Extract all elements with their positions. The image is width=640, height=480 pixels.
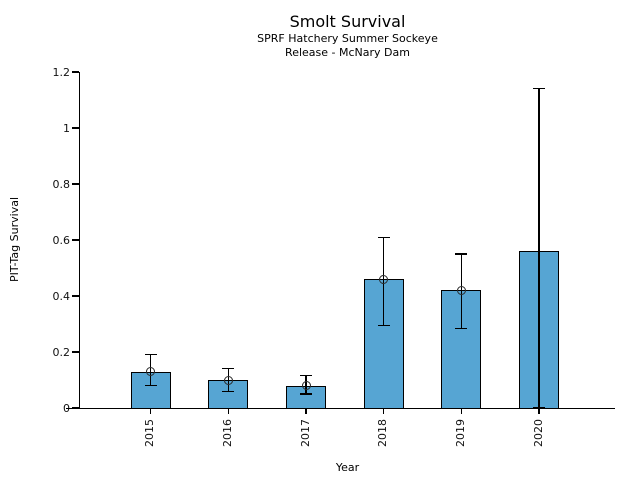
x-axis-tick-label-2020: 2020 (531, 419, 545, 447)
x-axis-tick-label-2019: 2019 (453, 419, 467, 447)
x-axis-spine (66, 408, 615, 410)
x-axis-tick (538, 409, 540, 414)
error-cap-bottom-2020 (533, 407, 545, 409)
y-axis-tick-label: 0.2 (52, 345, 71, 359)
x-axis-label: Year (335, 461, 360, 474)
point-marker-2015 (146, 367, 156, 377)
error-cap-bottom-2018 (377, 324, 390, 327)
error-cap-top-2016 (222, 368, 235, 370)
x-axis-tick (460, 409, 462, 414)
error-cap-top-2017 (300, 375, 313, 377)
x-axis-tick (383, 409, 385, 414)
error-bar-2020 (538, 88, 540, 408)
y-axis-spine (78, 72, 80, 410)
y-axis-tick (72, 295, 79, 297)
chart-subtitle-line1: SPRF Hatchery Summer Sockeye (257, 32, 438, 45)
chart-subtitle-line2: Release - McNary Dam (285, 45, 410, 59)
error-cap-bottom-2016 (222, 390, 235, 392)
error-cap-top-2018 (377, 236, 390, 238)
chart-header: Smolt Survival SPRF Hatchery Summer Sock… (80, 11, 615, 59)
y-axis-tick (72, 71, 79, 73)
y-axis-tick (72, 407, 79, 409)
y-axis-tick-label: 1 (63, 121, 70, 135)
y-axis-tick (72, 351, 79, 353)
y-axis-tick-label: 0.8 (52, 177, 71, 191)
x-axis-tick (150, 409, 152, 414)
y-axis-tick (72, 127, 79, 129)
error-cap-top-2019 (455, 253, 468, 255)
y-axis-tick-label: 1.2 (52, 65, 71, 79)
x-axis-tick-label-2016: 2016 (220, 419, 234, 447)
point-marker-2016 (223, 375, 233, 385)
x-axis-tick (305, 409, 307, 414)
bar-2018 (363, 279, 404, 409)
chart-title: Smolt Survival (289, 12, 406, 31)
error-cap-top-2015 (144, 354, 157, 356)
error-cap-top-2020 (533, 88, 545, 90)
y-axis-tick (72, 183, 79, 185)
point-marker-2017 (301, 381, 311, 391)
x-axis-tick-label-2017: 2017 (298, 419, 312, 447)
y-axis-tick-label: 0.6 (52, 233, 71, 247)
error-cap-bottom-2019 (455, 327, 468, 329)
error-cap-bottom-2015 (144, 384, 157, 387)
x-axis-tick-label-2018: 2018 (376, 419, 390, 447)
point-marker-2019 (456, 285, 466, 295)
x-axis-tick (227, 409, 229, 414)
error-cap-bottom-2017 (300, 393, 313, 395)
y-axis-tick-label: 0.4 (52, 289, 71, 303)
y-axis-tick (72, 239, 79, 241)
point-marker-2018 (379, 274, 389, 284)
y-axis-tick-label: 0 (26, 401, 70, 416)
x-axis-tick-label-2015: 2015 (143, 419, 157, 447)
